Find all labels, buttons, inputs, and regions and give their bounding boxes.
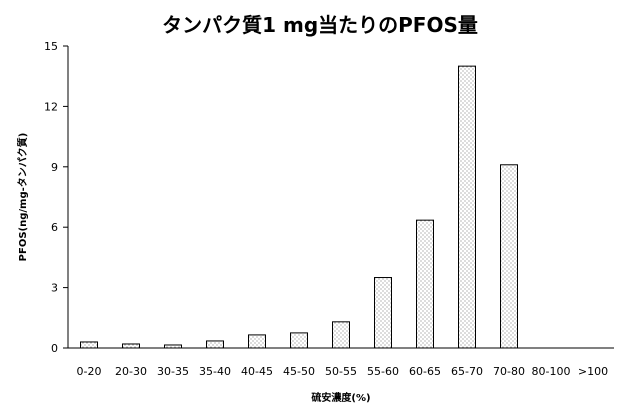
x-tick-label: 45-50 bbox=[283, 365, 315, 378]
bar-30-35 bbox=[164, 344, 182, 349]
x-tick-label: 70-80 bbox=[493, 365, 525, 378]
y-tick-label: 15 bbox=[44, 40, 58, 53]
bar-70-80 bbox=[500, 164, 518, 349]
bar-0-20 bbox=[80, 341, 98, 349]
bar-60-65 bbox=[416, 219, 434, 349]
bar-35-40 bbox=[206, 340, 224, 349]
y-ticks: 0 3 6 9 12 15 bbox=[44, 40, 68, 355]
bar-50-55 bbox=[332, 321, 350, 349]
bar-45-50 bbox=[290, 332, 308, 349]
y-tick-label: 6 bbox=[51, 221, 58, 234]
bar-65-70 bbox=[458, 65, 476, 349]
y-tick-label: 12 bbox=[44, 100, 58, 113]
x-tick-label: 50-55 bbox=[325, 365, 357, 378]
x-tick-label: 65-70 bbox=[451, 365, 483, 378]
x-tick-label: 60-65 bbox=[409, 365, 441, 378]
bar-40-45 bbox=[248, 334, 266, 349]
y-tick-label: 0 bbox=[51, 342, 58, 355]
x-tick-label: 20-30 bbox=[115, 365, 147, 378]
bars bbox=[80, 65, 518, 349]
bar-55-60 bbox=[374, 277, 392, 349]
x-tick-label: 0-20 bbox=[77, 365, 102, 378]
x-tick-labels: 0-20 20-30 30-35 35-40 40-45 45-50 50-55 55-60 6… bbox=[77, 365, 609, 378]
chart-title: タンパク質1 mg当たりのPFOS量 bbox=[162, 13, 478, 37]
x-tick-label: 35-40 bbox=[199, 365, 231, 378]
y-axis-label: PFOS(ng/mg-タンパク質) bbox=[16, 133, 29, 262]
x-tick-label: 55-60 bbox=[367, 365, 399, 378]
bar-20-30 bbox=[122, 343, 140, 349]
x-axis-label: 硫安濃度(%) bbox=[311, 391, 370, 404]
x-tick-label: 80-100 bbox=[532, 365, 571, 378]
x-tick-label: >100 bbox=[578, 365, 608, 378]
x-tick-label: 30-35 bbox=[157, 365, 189, 378]
y-tick-label: 3 bbox=[51, 282, 58, 295]
y-tick-label: 9 bbox=[51, 161, 58, 174]
x-tick-label: 40-45 bbox=[241, 365, 273, 378]
